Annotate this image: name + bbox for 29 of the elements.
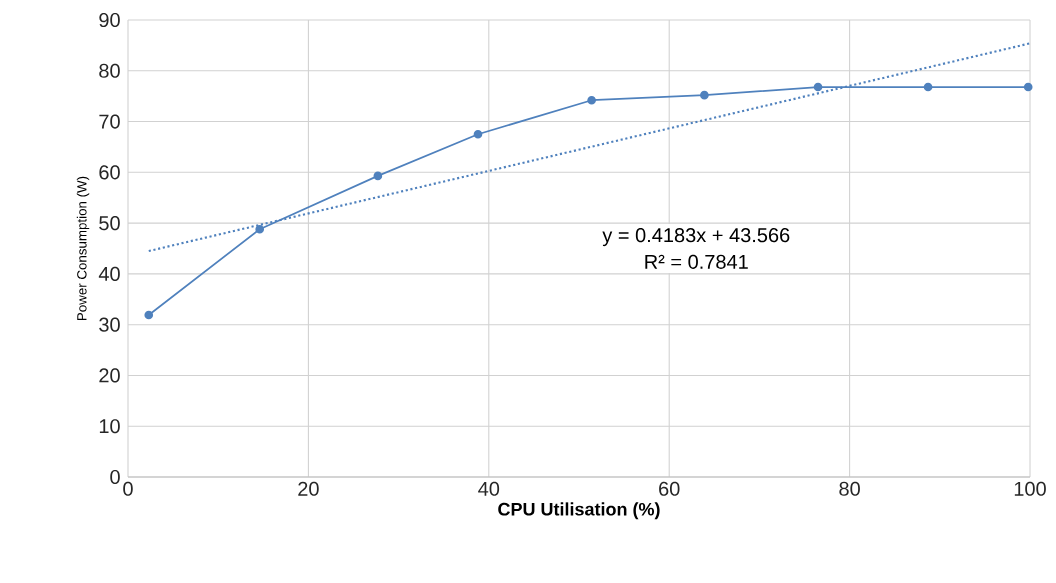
y-axis-title: Power Consumption (W) bbox=[76, 176, 90, 321]
point bbox=[373, 171, 383, 181]
x-tick-label: 80 bbox=[839, 481, 860, 496]
x-axis-title: CPU Utilisation (%) bbox=[498, 502, 660, 520]
point bbox=[700, 90, 709, 100]
x-tick-label: 0 bbox=[123, 481, 133, 496]
x-tick-label: 20 bbox=[298, 481, 319, 496]
annotation: R² = 0.7841 bbox=[645, 254, 748, 269]
y-tick-label: 10 bbox=[99, 419, 120, 434]
y-tick-label: 0 bbox=[110, 469, 120, 485]
y-tick-label: 40 bbox=[98, 266, 120, 281]
x-tick-label: 100 bbox=[1014, 481, 1046, 496]
point bbox=[923, 82, 933, 92]
y-tick-label: 20 bbox=[99, 368, 120, 383]
point bbox=[473, 129, 483, 139]
point bbox=[587, 95, 596, 105]
y-tick-label: 70 bbox=[99, 114, 120, 129]
x-tick-label: 60 bbox=[659, 481, 680, 496]
point bbox=[1023, 82, 1033, 92]
point bbox=[144, 310, 154, 320]
point bbox=[255, 224, 265, 234]
y-tick-label: 90 bbox=[99, 12, 120, 28]
point bbox=[813, 82, 823, 92]
y-tick-label: 50 bbox=[99, 216, 120, 231]
y-tick-label: 30 bbox=[99, 317, 120, 332]
y-tick-label: 80 bbox=[99, 63, 120, 78]
y-tick-label: 60 bbox=[99, 165, 120, 180]
x-tick-label: 40 bbox=[478, 481, 500, 496]
annotation: y = 0.4183x + 43.566 bbox=[602, 228, 790, 247]
